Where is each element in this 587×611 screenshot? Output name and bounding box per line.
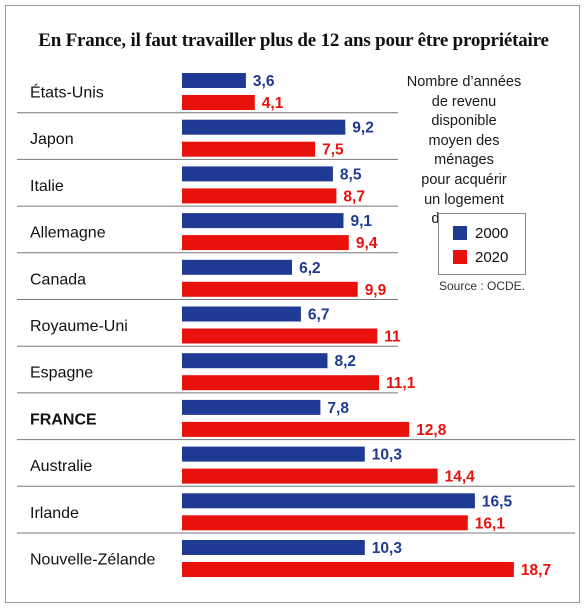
bar-2000-canada	[182, 259, 292, 275]
value-label-2000-nouvelle-zelande: 10,3	[372, 540, 403, 557]
bar-2000-irlande	[182, 493, 475, 509]
value-label-2000-allemagne: 9,1	[351, 213, 373, 230]
bar-2020-etats-unis	[182, 95, 255, 110]
value-label-2020-canada: 9,9	[365, 282, 387, 299]
category-label-canada: Canada	[30, 271, 86, 288]
category-label-allemagne: Allemagne	[30, 225, 106, 242]
bar-2020-nouvelle-zelande	[182, 562, 514, 577]
category-label-espagne: Espagne	[30, 365, 93, 382]
note-line: pour acquérir	[421, 171, 507, 188]
value-label-2020-espagne: 11,1	[386, 375, 416, 392]
value-label-2020-royaume-uni: 11	[384, 329, 401, 346]
bar-2020-france	[182, 421, 410, 437]
bar-2020-japon	[182, 141, 316, 157]
bar-2020-irlande	[182, 515, 468, 531]
category-label-nouvelle-zelande: Nouvelle-Zélande	[30, 552, 156, 569]
legend-item-2020: 2020	[453, 247, 508, 267]
value-label-2020-australie: 14,4	[445, 469, 476, 486]
bar-2020-australie	[182, 468, 438, 484]
bar-2020-royaume-uni	[182, 328, 378, 344]
bar-2000-australie	[182, 446, 365, 462]
bar-2000-etats-unis	[182, 73, 246, 88]
bar-2020-italie	[182, 188, 337, 204]
note-line: un logement	[424, 191, 504, 208]
bar-2000-espagne	[182, 353, 328, 369]
legend-swatch-2020	[453, 250, 467, 264]
category-label-irlande: Irlande	[30, 505, 79, 522]
value-label-2020-france: 12,8	[416, 422, 447, 439]
value-label-2000-japon: 9,2	[352, 120, 374, 137]
value-label-2000-italie: 8,5	[340, 166, 362, 183]
bar-2020-canada	[182, 281, 358, 297]
category-label-etats-unis: États-Unis	[30, 83, 104, 102]
category-label-australie: Australie	[30, 458, 92, 475]
category-label-france: FRANCE	[30, 411, 97, 428]
category-label-italie: Italie	[30, 178, 64, 195]
value-label-2000-canada: 6,2	[299, 260, 321, 277]
note-line: de revenu disponible	[431, 93, 497, 130]
value-label-2020-japon: 7,5	[322, 142, 344, 159]
value-label-2000-etats-unis: 3,6	[253, 73, 275, 90]
value-label-2000-australie: 10,3	[372, 447, 403, 464]
bar-2020-allemagne	[182, 235, 349, 251]
value-label-2020-italie: 8,7	[343, 188, 365, 205]
legend-label-2000: 2000	[475, 224, 509, 242]
value-label-2020-nouvelle-zelande: 18,7	[521, 562, 551, 579]
value-label-2000-irlande: 16,5	[482, 493, 513, 510]
bar-2000-allemagne	[182, 213, 344, 229]
category-label-royaume-uni: Royaume-Uni	[30, 318, 128, 335]
value-label-2000-royaume-uni: 6,7	[308, 307, 330, 324]
note-line: Nombre d’années	[406, 74, 522, 90]
legend-label-2020: 2020	[475, 248, 509, 266]
bar-2000-japon	[182, 119, 346, 135]
bar-2000-france	[182, 399, 321, 415]
category-label-japon: Japon	[30, 131, 74, 148]
legend-swatch-2000	[453, 226, 467, 240]
bar-2000-nouvelle-zelande	[182, 540, 365, 555]
legend-item-2000: 2000	[453, 223, 508, 243]
legend: 2000 2020	[438, 213, 526, 275]
bar-2000-royaume-uni	[182, 306, 301, 322]
value-label-2020-irlande: 16,1	[475, 515, 506, 532]
chart-title: En France, il faut travailler plus de 12…	[38, 30, 549, 51]
source-note: Source : OCDE.	[438, 279, 526, 293]
value-label-2000-espagne: 8,2	[335, 353, 357, 370]
value-label-2000-france: 7,8	[327, 400, 349, 417]
chart-note: Nombre d’années de revenu disponible moy…	[398, 73, 530, 230]
value-label-2020-etats-unis: 4,1	[262, 95, 284, 112]
bar-2020-espagne	[182, 375, 379, 391]
value-label-2020-allemagne: 9,4	[356, 235, 378, 252]
bar-2000-italie	[182, 166, 333, 182]
note-line: moyen des ménages	[428, 132, 500, 169]
